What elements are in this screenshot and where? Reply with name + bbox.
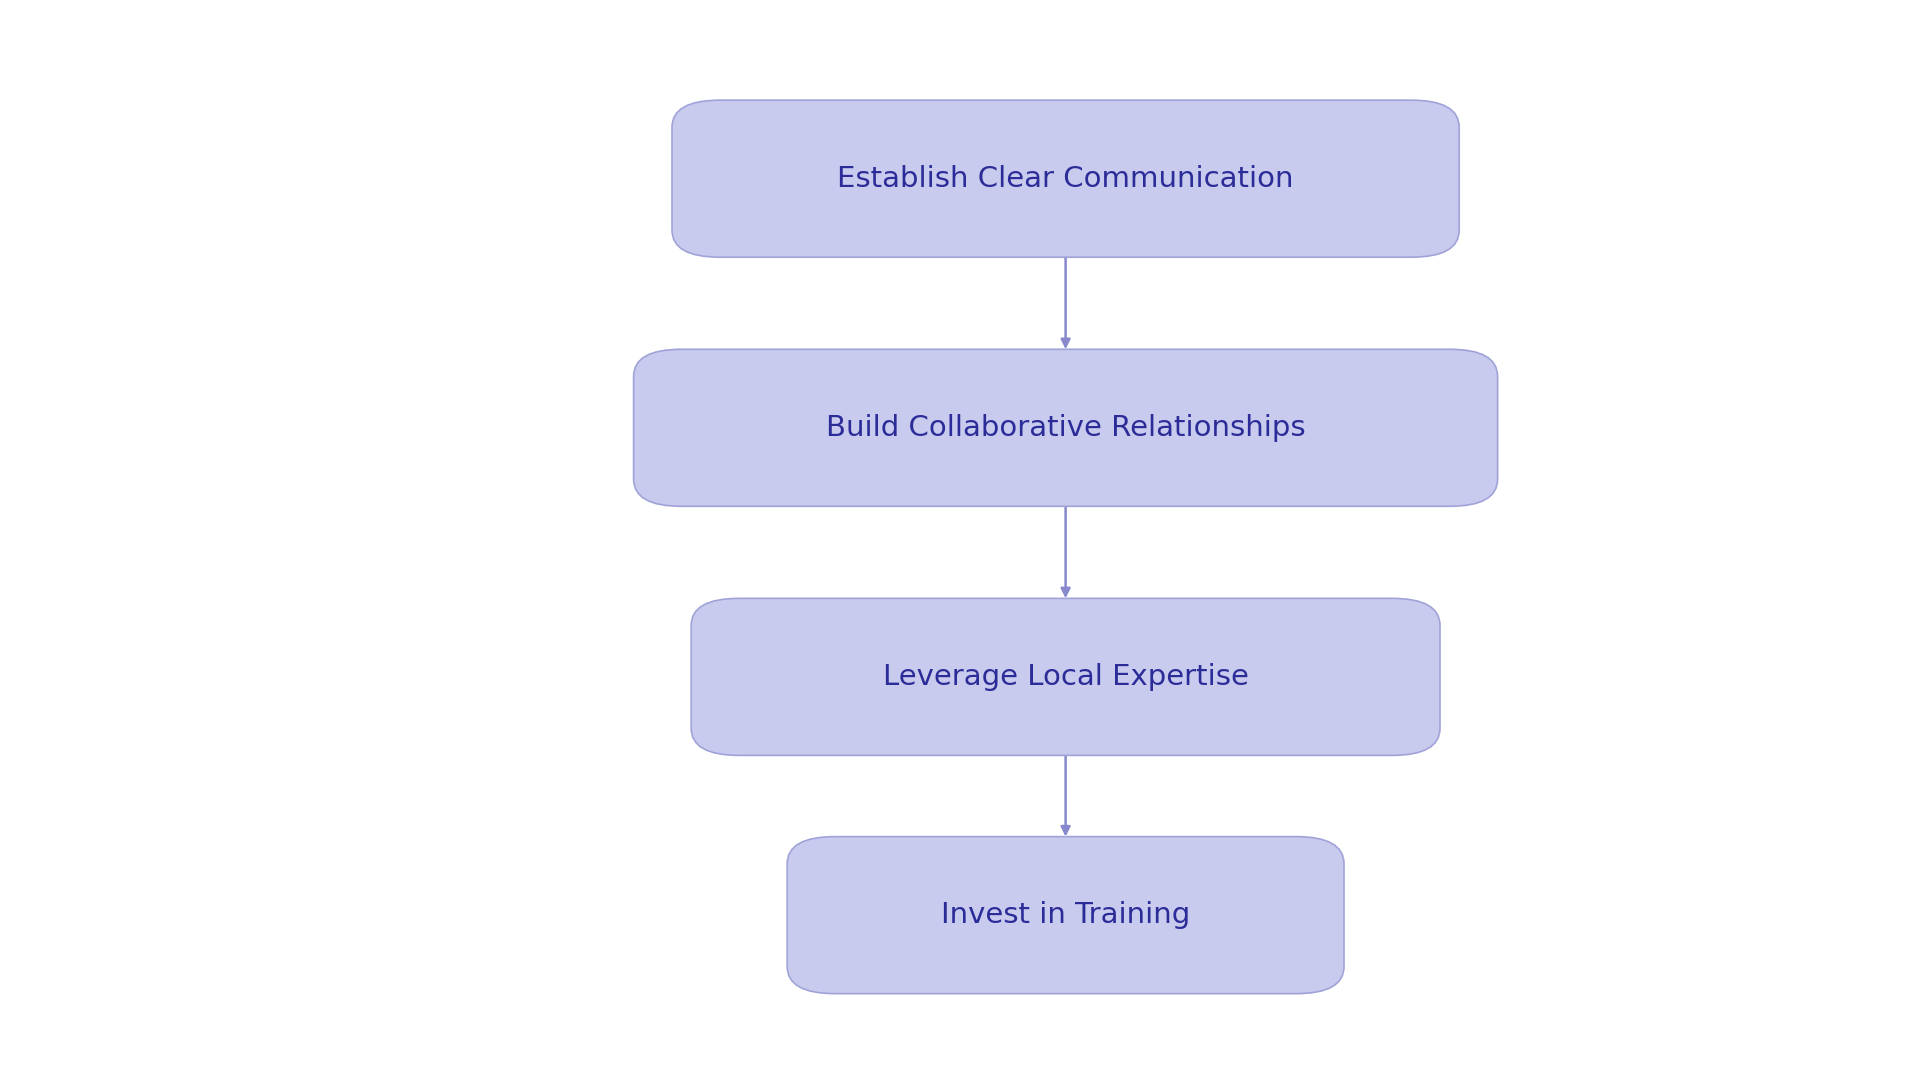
FancyBboxPatch shape [672,101,1459,258]
Text: Invest in Training: Invest in Training [941,901,1190,929]
FancyBboxPatch shape [691,598,1440,756]
FancyBboxPatch shape [634,349,1498,507]
FancyBboxPatch shape [787,836,1344,994]
Text: Establish Clear Communication: Establish Clear Communication [837,165,1294,193]
Text: Build Collaborative Relationships: Build Collaborative Relationships [826,414,1306,442]
Text: Leverage Local Expertise: Leverage Local Expertise [883,663,1248,691]
